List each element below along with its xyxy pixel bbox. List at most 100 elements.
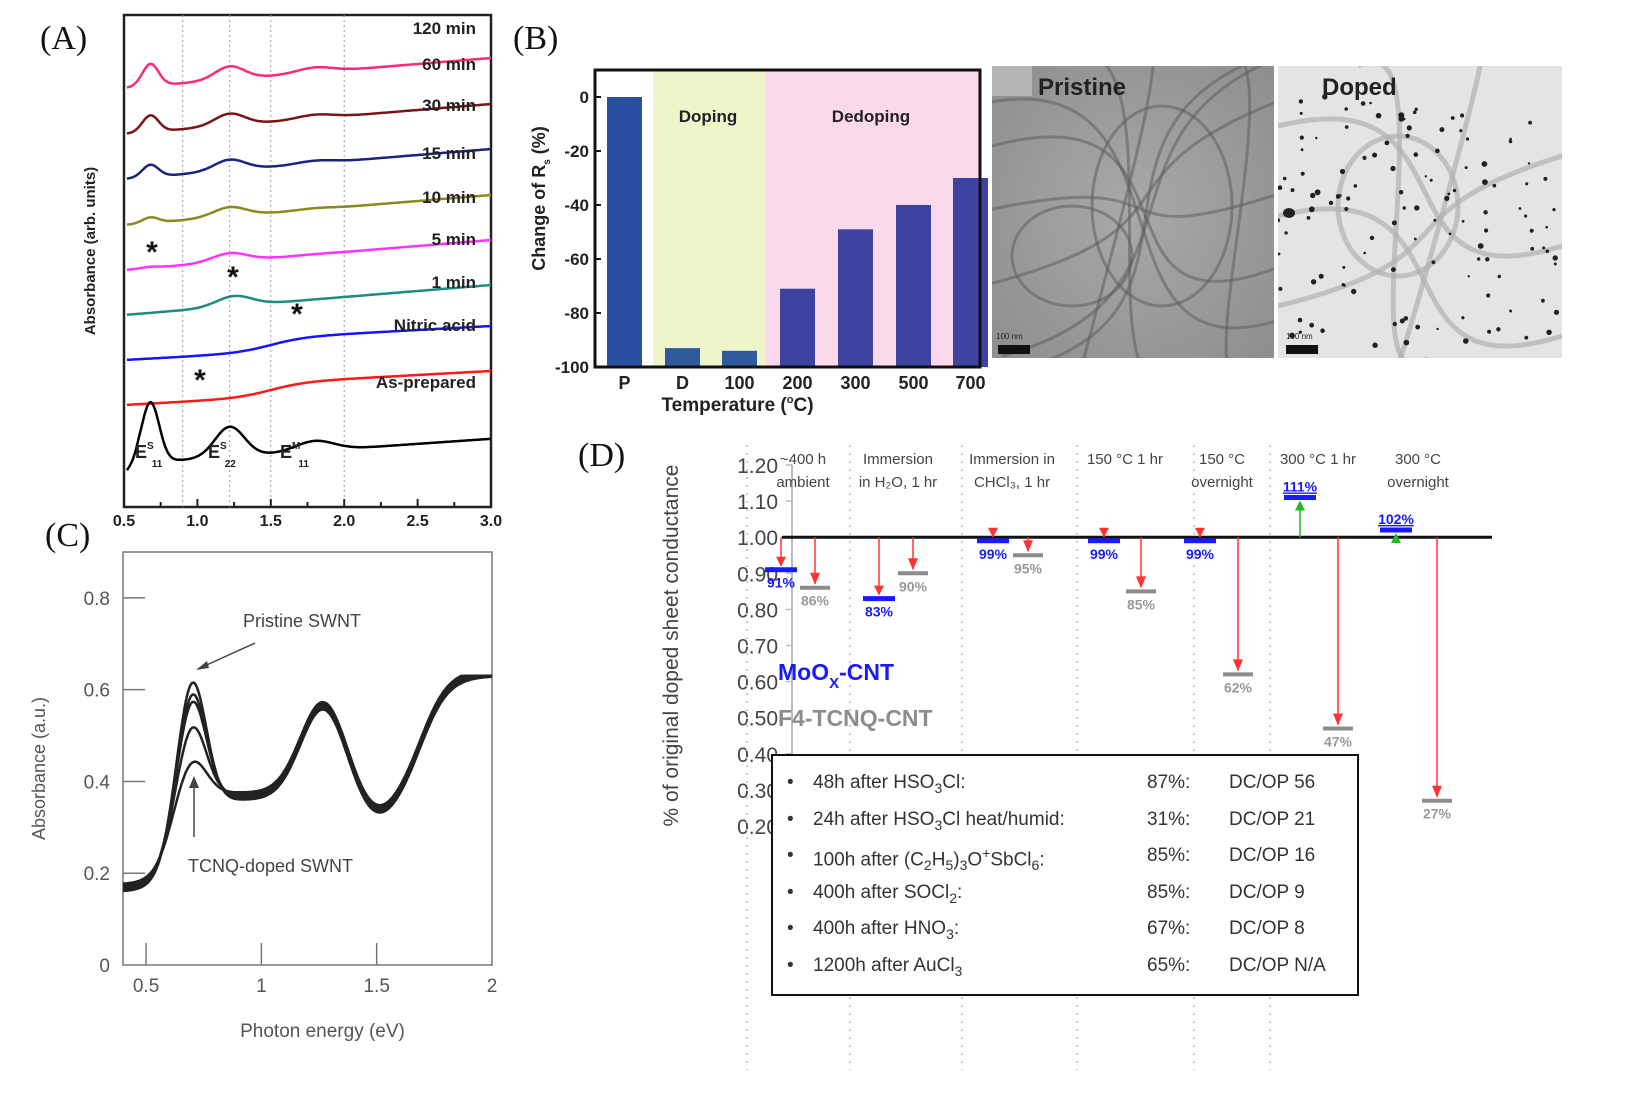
- nanotube-fiber: [1278, 116, 1562, 259]
- x-tick-label: 0.5: [113, 513, 135, 530]
- series-line-120-min: [126, 56, 492, 89]
- series-label: 10 min: [422, 188, 476, 207]
- f4tcnq-value-label: 47%: [1324, 734, 1353, 750]
- row-label: 100h after (C2H5)3O+SbCl6:: [813, 845, 1045, 874]
- y-tick-label: 1.10: [737, 491, 778, 514]
- category-header: CHCl₃, 1 hr: [974, 474, 1050, 491]
- nanoparticle: [1299, 135, 1304, 140]
- nanoparticle: [1447, 192, 1451, 196]
- arrow-head: [776, 556, 786, 567]
- nanoparticle: [1320, 328, 1325, 334]
- annotation-asterisk: *: [291, 298, 303, 331]
- nanoparticle: [1483, 210, 1488, 215]
- bullet-icon: •: [787, 954, 794, 976]
- nanoparticle: [1278, 185, 1283, 190]
- nanoparticle: [1342, 265, 1346, 269]
- bar-500: [896, 205, 931, 367]
- nanoparticle: [1497, 274, 1501, 279]
- nanoparticle: [1405, 133, 1410, 138]
- nanotube-fiber: [992, 97, 1274, 330]
- category-header: overnight: [1387, 474, 1450, 491]
- table-row: • 48h after HSO3Cl: 87%: DC/OP 56: [787, 772, 1347, 802]
- annotation-asterisk: *: [146, 236, 158, 269]
- moox-value-label: 99%: [1186, 546, 1215, 562]
- category-header: 150 °C 1 hr: [1087, 451, 1163, 468]
- row-percent: 85%:: [1147, 881, 1191, 903]
- arrow-head: [1136, 576, 1146, 589]
- nanoparticle: [1546, 329, 1552, 335]
- x-tick-label: P: [618, 373, 630, 393]
- nanoparticle: [1450, 116, 1455, 120]
- nanoparticle: [1527, 162, 1531, 165]
- y-tick-label: 0.8: [84, 589, 110, 610]
- nanoparticle: [1524, 335, 1529, 340]
- stability-table: • 48h after HSO3Cl: 87%: DC/OP 56 • 24h after…: [771, 754, 1359, 996]
- annotation-asterisk: *: [227, 261, 239, 294]
- tem-title-pristine: Pristine: [1038, 74, 1127, 101]
- row-label: 400h after SOCl2:: [813, 881, 963, 906]
- nanoparticle: [1351, 288, 1357, 295]
- arrow-head: [810, 572, 820, 585]
- series-label: 15 min: [422, 144, 476, 163]
- nanoparticle: [1518, 207, 1522, 210]
- nanoparticle: [1465, 137, 1470, 141]
- bar-300: [838, 229, 873, 367]
- plot-frame-c: [122, 551, 493, 966]
- nanoparticle: [1467, 275, 1470, 278]
- nanoparticle: [1322, 94, 1328, 100]
- x-tick-label: 2.0: [333, 513, 355, 530]
- y-tick-label: -80: [564, 304, 589, 323]
- table-row: • 400h after SOCl2: 85%: DC/OP 9: [787, 882, 1347, 912]
- bar-200: [780, 288, 815, 367]
- x-tick-label: 100: [724, 373, 754, 393]
- nanoparticle: [1463, 338, 1469, 344]
- bullet-icon: •: [787, 808, 794, 830]
- region-label: Doping: [679, 107, 738, 126]
- series-line-5-min: [126, 283, 492, 317]
- nanoparticle: [1436, 327, 1439, 331]
- row-percent: 85%:: [1147, 845, 1191, 866]
- nanoparticle: [1528, 120, 1532, 125]
- row-percent: 87%:: [1147, 772, 1191, 793]
- series-line-as-prepared: [125, 400, 492, 471]
- y-tick-label: -100: [555, 358, 589, 377]
- category-header: 300 °C: [1395, 451, 1441, 468]
- nanoparticle: [1545, 225, 1548, 229]
- nanoparticle: [1415, 324, 1421, 330]
- nanoparticle: [1545, 249, 1550, 254]
- nanotube-fiber: [1104, 66, 1140, 358]
- nanoparticle: [1278, 218, 1280, 223]
- series-label: 60 min: [422, 55, 476, 74]
- y-tick-label: -20: [564, 142, 589, 161]
- arrow-head: [988, 527, 998, 538]
- nanoparticle: [1484, 228, 1489, 233]
- series-line-1-min: [126, 324, 492, 362]
- nanoparticle: [1290, 188, 1295, 193]
- y-axis-label: Change of Rs (%): [529, 126, 553, 271]
- scale-bar-doped: [1286, 345, 1318, 354]
- nanoparticle: [1314, 189, 1321, 196]
- bar-P: [607, 97, 642, 367]
- category-header: 150 °C: [1199, 451, 1245, 468]
- nanoparticle: [1341, 283, 1345, 287]
- peak-label: EM 11: [280, 441, 309, 470]
- y-tick-label: 0.60: [737, 672, 778, 695]
- peak-label: ES 22: [208, 441, 236, 470]
- series-label: 120 min: [413, 19, 476, 38]
- chart-c: 0 0.2 0.4 0.6 0.8 0.5 1 1.5 2 Photon energy (eV) A…: [29, 551, 497, 1042]
- x-tick-label: 300: [840, 373, 870, 393]
- row-percent: 31%:: [1147, 808, 1191, 830]
- nanoparticle: [1482, 179, 1488, 185]
- nanoparticle: [1477, 257, 1481, 261]
- nanoparticle: [1486, 293, 1491, 298]
- y-tick-label: 1.00: [737, 527, 778, 550]
- nanoparticle: [1485, 257, 1490, 262]
- nanoparticle: [1435, 148, 1440, 154]
- nanoparticle: [1460, 113, 1465, 118]
- series-line-15-min: [126, 193, 492, 226]
- panel-label-c: (C): [45, 517, 91, 554]
- nanoparticle: [1403, 316, 1409, 321]
- nanoparticle: [1310, 279, 1317, 285]
- scale-bar-pristine: [998, 345, 1030, 354]
- nanoparticle: [1391, 220, 1397, 226]
